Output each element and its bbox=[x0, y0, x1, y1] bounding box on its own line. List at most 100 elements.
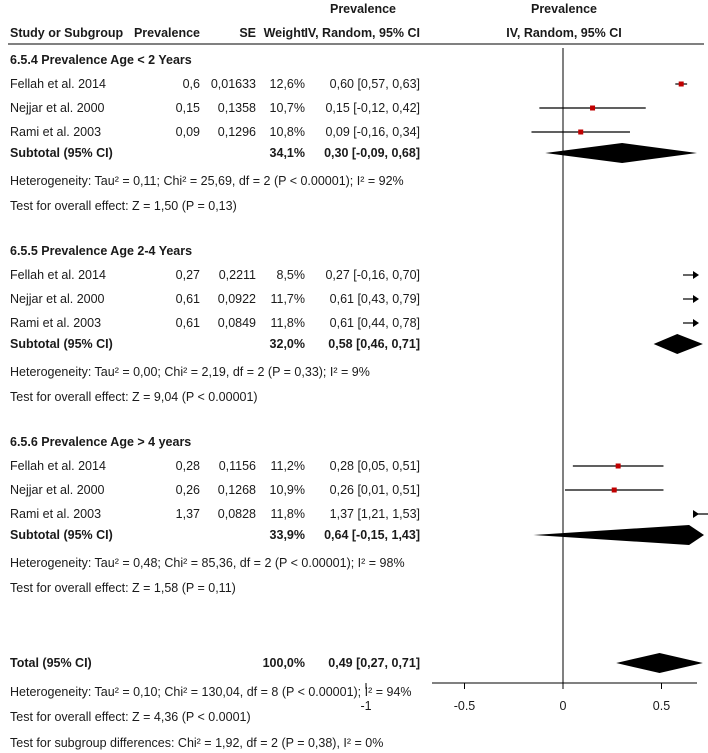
header-ci: IV, Random, 95% CI bbox=[304, 26, 420, 40]
study-row: Fellah et al. 2014 0,6 0,01633 12,6% 0,60 [0… bbox=[10, 77, 420, 91]
study-name: Fellah et al. 2014 bbox=[10, 77, 106, 91]
study-ci: 0,60 [0,57, 0,63] bbox=[330, 77, 420, 91]
subtotal-weight: 34,1% bbox=[270, 146, 305, 160]
subtotal-ci: 0,58 [0,46, 0,71] bbox=[328, 337, 420, 351]
study-row: Rami et al. 2003 0,09 0,1296 10,8% 0,09 [-0,… bbox=[10, 125, 420, 139]
study-name: Rami et al. 2003 bbox=[10, 316, 101, 330]
ci-arrow bbox=[693, 271, 699, 279]
header-weight: Weight bbox=[264, 26, 306, 40]
study-row: Rami et al. 2003 1,37 0,0828 11,8% 1,37 [1,2… bbox=[10, 507, 420, 521]
x-tick-label: 0.5 bbox=[653, 699, 670, 713]
study-prevalence: 0,27 bbox=[176, 268, 200, 282]
overall-effect-text: Test for overall effect: Z = 1,58 (P = 0… bbox=[10, 581, 236, 595]
point-estimate bbox=[590, 105, 596, 111]
study-row: Rami et al. 2003 0,61 0,0849 11,8% 0,61 [0,4… bbox=[10, 316, 420, 330]
subgroup-differences-text: Test for subgroup differences: Chi² = 1,… bbox=[10, 736, 383, 750]
study-name: Fellah et al. 2014 bbox=[10, 268, 106, 282]
subgroup-title: 6.5.4 Prevalence Age < 2 Years bbox=[10, 53, 192, 67]
header-plot-ci: IV, Random, 95% CI bbox=[506, 26, 622, 40]
point-estimate bbox=[578, 129, 584, 135]
study-name: Fellah et al. 2014 bbox=[10, 459, 106, 473]
study-ci: 0,09 [-0,16, 0,34] bbox=[325, 125, 420, 139]
study-weight: 10,8% bbox=[270, 125, 305, 139]
study-prevalence: 0,09 bbox=[176, 125, 200, 139]
study-ci: 0,61 [0,44, 0,78] bbox=[330, 316, 420, 330]
point-estimate bbox=[678, 81, 684, 87]
study-se: 0,1358 bbox=[218, 101, 256, 115]
study-weight: 12,6% bbox=[270, 77, 305, 91]
subtotal-label: Subtotal (95% CI) bbox=[10, 528, 113, 542]
study-row: Fellah et al. 2014 0,28 0,1156 11,2% 0,28 [0… bbox=[10, 459, 420, 473]
study-prevalence: 0,15 bbox=[176, 101, 200, 115]
header-plot-group: Prevalence bbox=[531, 2, 597, 16]
study-name: Rami et al. 2003 bbox=[10, 507, 101, 521]
study-weight: 11,8% bbox=[270, 507, 305, 521]
study-ci: 0,27 [-0,16, 0,70] bbox=[325, 268, 420, 282]
header-prevalence: Prevalence bbox=[134, 26, 200, 40]
study-name: Nejjar et al. 2000 bbox=[10, 101, 105, 115]
ci-arrow bbox=[693, 295, 699, 303]
overall-effect-text: Test for overall effect: Z = 9,04 (P < 0… bbox=[10, 390, 258, 404]
x-tick-label: 0 bbox=[560, 699, 567, 713]
subgroup-title: 6.5.5 Prevalence Age 2-4 Years bbox=[10, 244, 192, 258]
study-row: Nejjar et al. 2000 0,61 0,0922 11,7% 0,61 [0… bbox=[10, 292, 420, 306]
study-se: 0,0849 bbox=[218, 316, 256, 330]
study-prevalence: 0,61 bbox=[176, 316, 200, 330]
study-name: Nejjar et al. 2000 bbox=[10, 292, 105, 306]
total-heterogeneity-text: Heterogeneity: Tau² = 0,10; Chi² = 130,0… bbox=[10, 685, 412, 699]
subtotal-ci: 0,64 [-0,15, 1,43] bbox=[324, 528, 420, 542]
heterogeneity-text: Heterogeneity: Tau² = 0,11; Chi² = 25,69… bbox=[10, 174, 404, 188]
study-row: Nejjar et al. 2000 0,15 0,1358 10,7% 0,15 [-… bbox=[10, 101, 420, 115]
subtotal-diamond bbox=[533, 525, 704, 545]
point-estimate bbox=[615, 463, 621, 469]
study-prevalence: 0,61 bbox=[176, 292, 200, 306]
x-tick-label: -1 bbox=[360, 699, 371, 713]
study-ci: 0,26 [0,01, 0,51] bbox=[330, 483, 420, 497]
study-ci: 0,15 [-0,12, 0,42] bbox=[325, 101, 420, 115]
study-se: 0,1156 bbox=[219, 459, 256, 473]
study-ci: 0,61 [0,43, 0,79] bbox=[330, 292, 420, 306]
study-prevalence: 1,37 bbox=[176, 507, 200, 521]
study-se: 0,0828 bbox=[218, 507, 256, 521]
total-weight: 100,0% bbox=[263, 656, 305, 670]
study-row: Fellah et al. 2014 0,27 0,2211 8,5% 0,27 [-0… bbox=[10, 268, 420, 282]
study-ci: 1,37 [1,21, 1,53] bbox=[330, 507, 420, 521]
overall-effect-text: Test for overall effect: Z = 1,50 (P = 0… bbox=[10, 199, 237, 213]
study-weight: 10,9% bbox=[270, 483, 305, 497]
subtotal-diamond bbox=[545, 143, 697, 163]
study-prevalence: 0,6 bbox=[183, 77, 200, 91]
study-weight: 10,7% bbox=[270, 101, 305, 115]
ci-arrow bbox=[693, 319, 699, 327]
x-tick-label: -0.5 bbox=[454, 699, 476, 713]
study-prevalence: 0,26 bbox=[176, 483, 200, 497]
study-se: 0,01633 bbox=[211, 77, 256, 91]
subtotal-weight: 32,0% bbox=[270, 337, 305, 351]
header-study: Study or Subgroup bbox=[10, 26, 124, 40]
study-weight: 11,8% bbox=[270, 316, 305, 330]
study-ci: 0,28 [0,05, 0,51] bbox=[330, 459, 420, 473]
heterogeneity-text: Heterogeneity: Tau² = 0,48; Chi² = 85,36… bbox=[10, 556, 405, 570]
study-se: 0,0922 bbox=[218, 292, 256, 306]
point-estimate bbox=[611, 487, 617, 493]
study-prevalence: 0,28 bbox=[176, 459, 200, 473]
study-se: 0,1268 bbox=[218, 483, 256, 497]
study-se: 0,1296 bbox=[218, 125, 256, 139]
total-diamond bbox=[616, 653, 703, 673]
study-weight: 8,5% bbox=[277, 268, 306, 282]
subtotal-label: Subtotal (95% CI) bbox=[10, 337, 113, 351]
subtotal-label: Subtotal (95% CI) bbox=[10, 146, 113, 160]
subtotal-ci: 0,30 [-0,09, 0,68] bbox=[324, 146, 420, 160]
ci-arrow bbox=[693, 510, 699, 518]
subtotal-diamond bbox=[653, 334, 703, 354]
total-label: Total (95% CI) bbox=[10, 656, 92, 670]
heterogeneity-text: Heterogeneity: Tau² = 0,00; Chi² = 2,19,… bbox=[10, 365, 370, 379]
subgroup-title: 6.5.6 Prevalence Age > 4 years bbox=[10, 435, 191, 449]
subtotal-weight: 33,9% bbox=[270, 528, 305, 542]
study-row: Nejjar et al. 2000 0,26 0,1268 10,9% 0,26 [0… bbox=[10, 483, 420, 497]
header-prevalence-group: Prevalence bbox=[330, 2, 396, 16]
total-ci: 0,49 [0,27, 0,71] bbox=[328, 656, 420, 670]
study-name: Nejjar et al. 2000 bbox=[10, 483, 105, 497]
study-weight: 11,2% bbox=[270, 459, 305, 473]
study-name: Rami et al. 2003 bbox=[10, 125, 101, 139]
